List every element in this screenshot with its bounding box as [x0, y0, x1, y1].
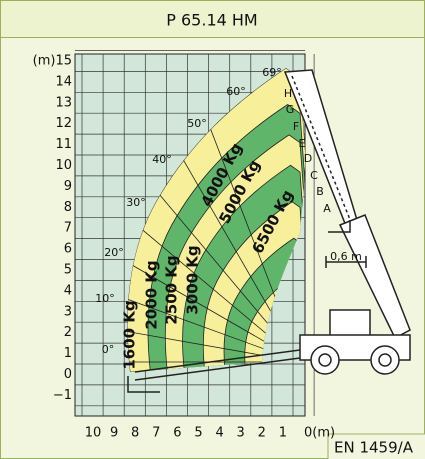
x-label: 8	[131, 426, 139, 441]
y-label: 0	[64, 367, 72, 382]
y-label: 10	[55, 158, 72, 173]
x-label: 10	[85, 426, 102, 441]
y-label: 4	[64, 283, 72, 298]
boom-letter: G	[286, 103, 295, 116]
boom-letter: H	[284, 87, 292, 100]
x-label: 5	[194, 426, 202, 441]
angle-label: 20°	[104, 246, 124, 259]
y-label: 12	[55, 116, 72, 131]
title: P 65.14 HM	[166, 11, 257, 30]
y-label: −1	[53, 388, 72, 403]
x-label: 4	[215, 426, 223, 441]
boom-letter: B	[316, 185, 324, 198]
y-label: 14	[55, 74, 72, 89]
x-label: 3	[237, 426, 245, 441]
load-label: 1600 Kg	[121, 300, 139, 369]
y-label: (m)15	[33, 54, 72, 69]
y-label: 13	[55, 95, 72, 110]
standard: EN 1459/A	[334, 439, 414, 457]
load-chart: P 65.14 HM 0,6 m EN 1459/A (m)1514131211…	[0, 0, 425, 459]
angle-label: 0°	[102, 343, 115, 356]
y-label: 9	[64, 179, 72, 194]
y-label: 1	[64, 346, 72, 361]
boom-letter: F	[293, 120, 299, 133]
boom-letter: D	[304, 152, 312, 165]
y-label: 7	[64, 221, 72, 236]
load-label: 3000 Kg	[184, 245, 202, 314]
x-label: 1	[279, 426, 287, 441]
page: P 65.14 HM 0,6 m EN 1459/A (m)1514131211…	[0, 0, 425, 459]
x-label: 0(m)	[304, 426, 335, 441]
x-label: 9	[110, 426, 118, 441]
dimension-label: 0,6 m	[330, 250, 362, 263]
load-label: 2500 Kg	[163, 255, 181, 324]
x-label: 2	[258, 426, 266, 441]
x-label: 6	[173, 426, 181, 441]
angle-label: 60°	[226, 85, 246, 98]
load-label: 2000 Kg	[143, 260, 161, 329]
boom-letter: E	[299, 137, 306, 150]
angle-label: 10°	[95, 292, 115, 305]
y-label: 11	[55, 137, 72, 152]
angle-label: 30°	[126, 196, 146, 209]
boom-letter: C	[310, 169, 318, 182]
y-label: 6	[64, 242, 72, 257]
angle-label: 40°	[152, 153, 172, 166]
angle-label: 69°	[262, 66, 282, 79]
y-label: 8	[64, 200, 72, 215]
y-label: 5	[64, 263, 72, 278]
boom-letter: A	[323, 202, 331, 215]
y-label: 3	[64, 304, 72, 319]
angle-label: 50°	[187, 117, 207, 130]
x-label: 7	[152, 426, 160, 441]
y-label: 2	[64, 325, 72, 340]
